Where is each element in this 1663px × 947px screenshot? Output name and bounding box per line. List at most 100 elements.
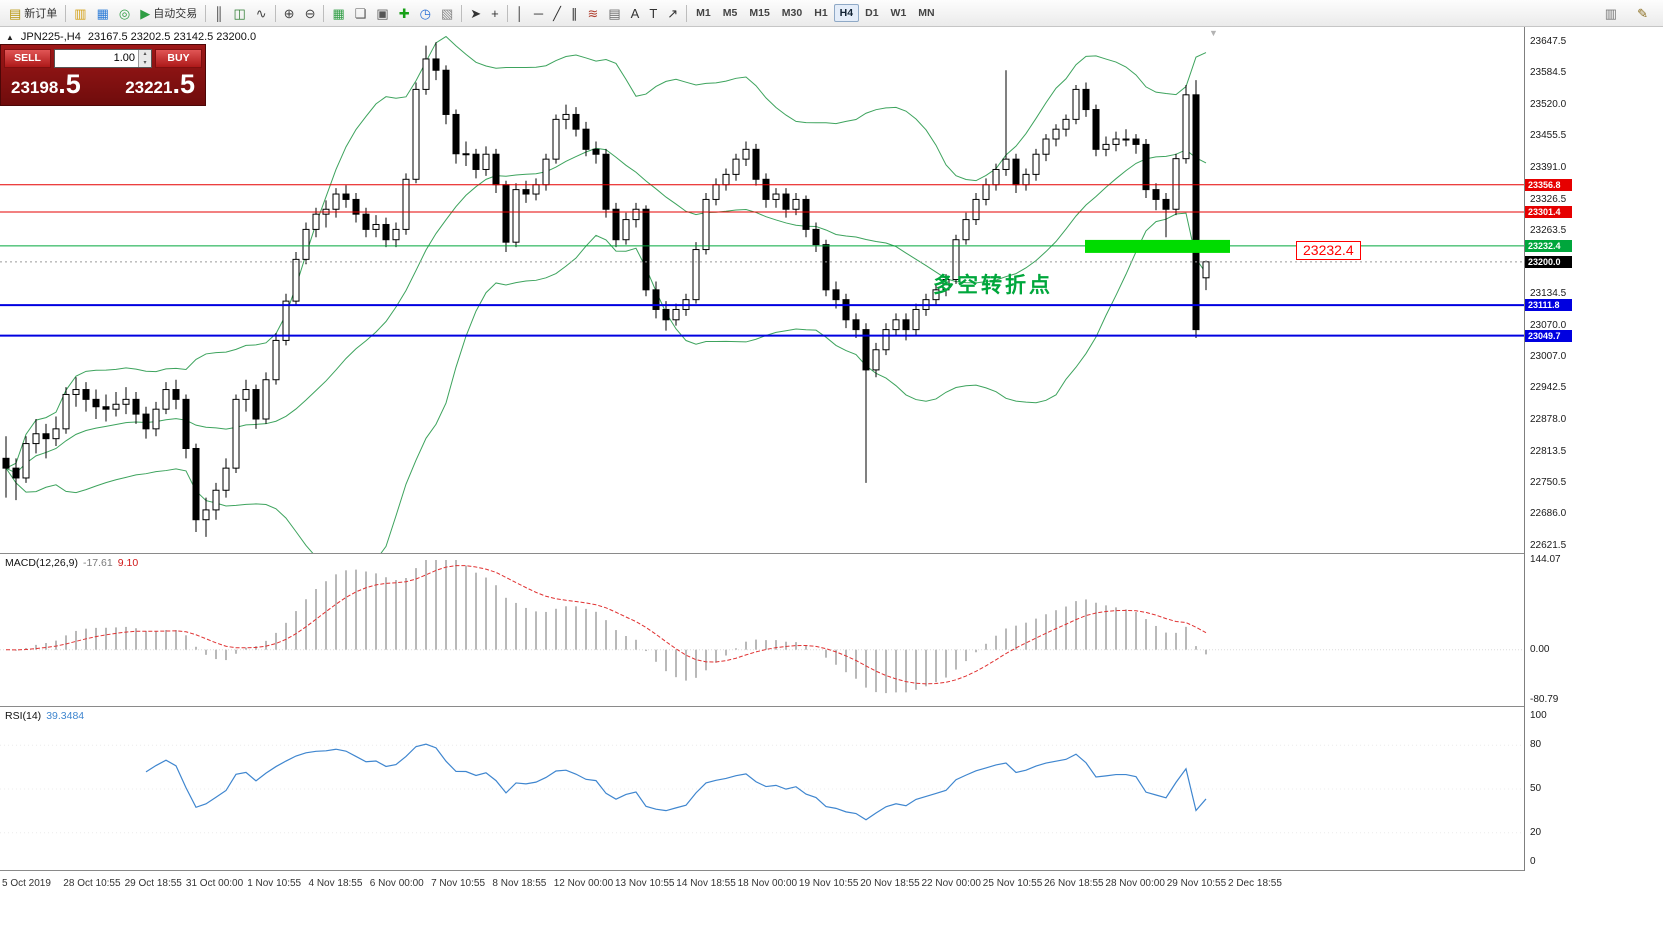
periods-icon[interactable]: ◷	[415, 3, 436, 24]
panel-divider[interactable]	[0, 553, 1663, 554]
macd-tick: 0.00	[1530, 643, 1550, 655]
arrange-windows-icon-glyph: ▣	[376, 5, 389, 21]
arrange-windows-icon[interactable]: ▣	[371, 3, 393, 24]
arrows-icon[interactable]: ↗	[662, 3, 683, 24]
time-tick: 6 Nov 00:00	[369, 878, 424, 889]
timeframe-mn-button[interactable]: MN	[918, 7, 935, 19]
one-click-trading-panel: SELL 1.00 ▴ ▾ BUY 23198.5 23221.5	[0, 44, 206, 106]
price-chart[interactable]	[0, 27, 1524, 553]
volume-up-icon[interactable]: ▴	[139, 49, 151, 58]
channel-icon-glyph: ∥	[570, 5, 578, 21]
volume-stepper[interactable]: 1.00 ▴ ▾	[54, 48, 152, 68]
fibonacci-icon[interactable]: ≋	[582, 3, 603, 24]
new-order-button[interactable]: ▤ 新订单	[4, 3, 62, 24]
turning-point-annotation[interactable]: 多空转折点	[933, 274, 1053, 297]
price-tick: 23134.5	[1530, 288, 1567, 299]
volume-value[interactable]: 1.00	[113, 51, 135, 64]
edit-icon[interactable]: ✎	[1632, 3, 1653, 24]
time-axis[interactable]: 5 Oct 2019 28 Oct 10:55 29 Oct 18:55 31 Oct…	[0, 871, 1663, 897]
vline-icon[interactable]: │	[511, 3, 529, 24]
candlestick-chart-icon-glyph: ◫	[233, 5, 246, 21]
zoom-out-icon-glyph: ⊖	[304, 5, 316, 21]
panel-divider[interactable]	[0, 706, 1663, 707]
navigator-icon-glyph: ◎	[118, 5, 131, 21]
cursor-icon[interactable]: ➤	[465, 3, 486, 24]
price-tick: 23455.5	[1530, 130, 1567, 142]
price-tag: 23200.0	[1525, 255, 1572, 268]
cascade-windows-icon-glyph: ❏	[354, 5, 367, 21]
buy-price[interactable]: 23221.5	[125, 69, 195, 99]
sell-button[interactable]: SELL	[4, 48, 51, 68]
autotrading-button[interactable]: ▶ 自动交易	[135, 3, 202, 24]
time-tick: 29 Oct 18:55	[124, 878, 182, 889]
price-tag: 23301.4	[1525, 206, 1572, 218]
timeframe-m30-button[interactable]: M30	[781, 7, 803, 19]
price-callout-label[interactable]: 23232.4	[1296, 241, 1361, 260]
price-tick: 23007.0	[1530, 350, 1567, 362]
candles-layer	[2, 42, 1210, 537]
text-icon[interactable]: A	[626, 3, 645, 24]
timeframe-h4-button[interactable]: H4	[833, 4, 860, 22]
volume-down-icon[interactable]: ▾	[139, 58, 151, 67]
rsi-tick: 100	[1530, 710, 1547, 721]
price-scale[interactable]: 23647.5 23584.5 23520.0 23455.5 23391.0 23326…	[1524, 27, 1663, 871]
edit-icon: ✎	[1637, 5, 1648, 21]
navigator-icon[interactable]: ◎	[114, 3, 135, 24]
timeframe-d1-button[interactable]: D1	[865, 7, 879, 19]
timeframe-m15-button[interactable]: M15	[749, 7, 770, 19]
add-indicator-button[interactable]: ✚	[394, 3, 415, 24]
symbol-name: JPN225-,H4	[20, 31, 81, 43]
rsi-panel[interactable]	[0, 707, 1524, 870]
toolbar-separator	[506, 4, 508, 22]
line-chart-icon[interactable]: ∿	[251, 3, 272, 24]
new-order-button-label: 新订单	[24, 8, 58, 20]
price-tag: 23111.8	[1525, 299, 1572, 312]
bollinger-lower-band	[5, 212, 1207, 553]
data-window-icon[interactable]: ▦	[92, 3, 114, 24]
timeframe-w1-button[interactable]: W1	[890, 7, 907, 19]
one-click-toggle-icon[interactable]: ▲	[6, 32, 14, 42]
chart-shift-icon[interactable]: ▼	[1209, 28, 1218, 38]
templates-icon[interactable]: ▧	[436, 3, 458, 24]
zoom-out-icon[interactable]: ⊖	[300, 3, 321, 24]
grid-icon[interactable]: ▤	[603, 3, 625, 24]
cursor-icon-glyph: ➤	[470, 5, 482, 21]
time-tick: 31 Oct 00:00	[185, 878, 244, 889]
autotrading-glyph: ▶	[140, 5, 151, 21]
time-tick: 4 Nov 18:55	[308, 878, 363, 889]
crosshair-icon[interactable]: +	[486, 3, 504, 24]
price-tick: 23263.5	[1530, 224, 1567, 236]
market-watch-icon[interactable]: ▥	[69, 3, 91, 24]
macd-tick: 144.07	[1530, 554, 1561, 565]
text-icon-glyph: A	[630, 5, 640, 21]
timeframe-h1-button[interactable]: H1	[814, 7, 828, 19]
hline-icon[interactable]: ─	[529, 3, 548, 24]
price-tick: 22878.0	[1530, 414, 1567, 425]
line-chart-icon-glyph: ∿	[255, 5, 267, 21]
cascade-windows-icon[interactable]: ❏	[350, 3, 372, 24]
new-chart-icon[interactable]: ▥	[1600, 3, 1622, 24]
time-tick: 7 Nov 10:55	[431, 878, 486, 889]
zoom-in-icon[interactable]: ⊕	[279, 3, 300, 24]
label-icon[interactable]: T	[644, 3, 662, 24]
trendline-icon[interactable]: ╱	[548, 3, 566, 24]
bar-chart-icon[interactable]: ║	[209, 3, 228, 24]
channel-icon[interactable]: ∥	[566, 3, 583, 24]
price-tick: 23584.5	[1530, 66, 1567, 78]
volume-spinners[interactable]: ▴ ▾	[138, 49, 151, 67]
arrows-icon-glyph: ↗	[667, 5, 679, 21]
candlestick-chart-icon[interactable]: ◫	[228, 3, 250, 24]
tile-windows-icon-glyph: ▦	[332, 5, 345, 21]
sell-price[interactable]: 23198.5	[11, 69, 81, 99]
time-tick: 29 Nov 10:55	[1166, 878, 1227, 889]
time-tick: 18 Nov 00:00	[737, 878, 798, 889]
time-axis-line	[0, 870, 1663, 871]
macd-signal-line	[5, 565, 1207, 685]
macd-panel[interactable]	[0, 554, 1524, 706]
price-tag: 23049.7	[1525, 329, 1572, 342]
timeframe-m5-button[interactable]: M5	[722, 7, 738, 19]
buy-button[interactable]: BUY	[155, 48, 202, 68]
timeframe-m1-button[interactable]: M1	[696, 7, 711, 19]
tile-windows-icon[interactable]: ▦	[327, 3, 349, 24]
toolbar-separator	[65, 4, 67, 22]
